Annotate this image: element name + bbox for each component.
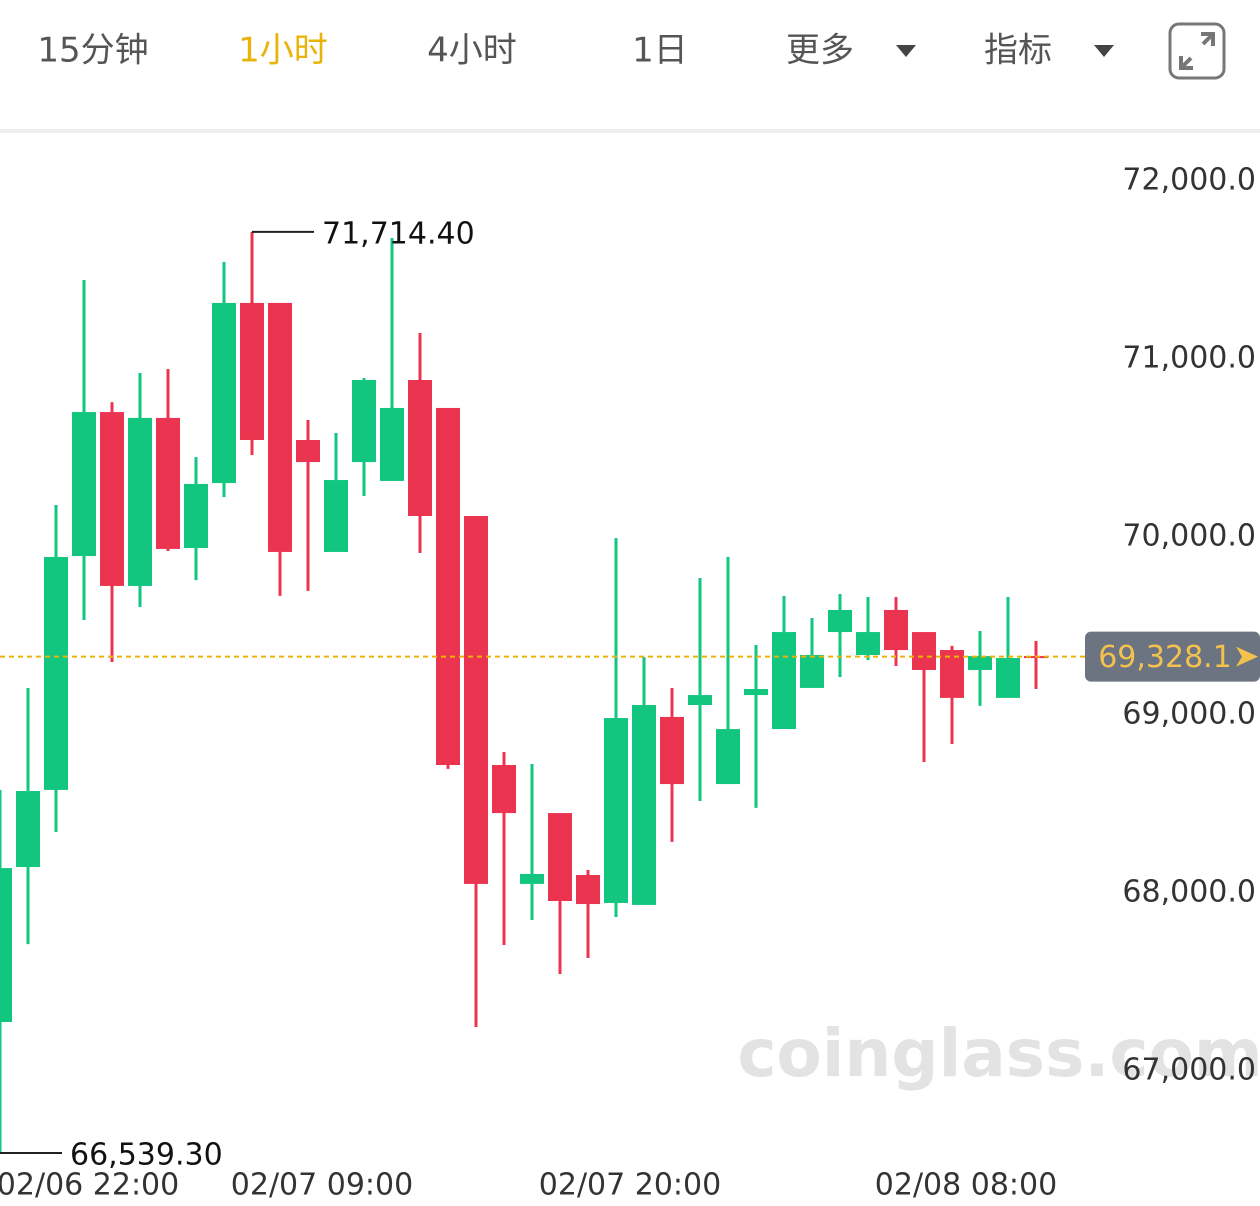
annotation-label: 66,539.30 xyxy=(70,1138,223,1173)
dropdown-arrow xyxy=(896,45,916,57)
last-price-arrow xyxy=(1236,646,1258,667)
candle-body xyxy=(0,868,12,1023)
candle-body xyxy=(352,380,376,463)
candle-body xyxy=(604,718,628,903)
candle-body xyxy=(660,716,684,785)
chart: 67,000.0 68,000.0 69,000.0 70,000.0 71,000.0… xyxy=(0,163,1260,1203)
candle-body xyxy=(856,632,880,656)
candle-body xyxy=(240,302,264,440)
candle-body xyxy=(884,609,908,651)
y-tick-label: 67,000.0 xyxy=(1122,1053,1256,1088)
candle-body xyxy=(268,302,292,552)
candle-body xyxy=(520,873,544,884)
candle-body xyxy=(464,515,488,884)
candle-body xyxy=(44,556,68,790)
candle-body xyxy=(324,480,348,552)
candle-body xyxy=(156,417,180,549)
candle-body xyxy=(772,632,796,730)
candle-body xyxy=(968,656,992,670)
candle-body xyxy=(800,655,824,688)
y-tick-label: 68,000.0 xyxy=(1122,875,1256,910)
candle-body xyxy=(184,483,208,549)
candle-body xyxy=(744,689,768,696)
y-tick-label: 72,000.0 xyxy=(1122,163,1256,198)
candle-body xyxy=(996,658,1020,698)
tab-divider xyxy=(0,129,1260,133)
y-tick-label: 71,000.0 xyxy=(1122,341,1256,376)
candle-body xyxy=(100,412,124,586)
candle-body xyxy=(632,705,656,905)
fullscreen-button[interactable] xyxy=(1168,22,1226,80)
candle-body xyxy=(296,439,320,463)
tab[interactable]: 4小时 xyxy=(427,31,517,71)
candle-body xyxy=(380,407,404,481)
candle-body xyxy=(828,609,852,633)
candle-body xyxy=(492,765,516,814)
x-tick-label: 02/08 08:00 xyxy=(875,1168,1057,1203)
candle-body xyxy=(72,412,96,557)
candle-body xyxy=(436,407,460,766)
last-price-label: 69,328.1 xyxy=(1098,640,1232,675)
x-tick-label: 02/07 09:00 xyxy=(231,1168,413,1203)
last-price-tag xyxy=(1085,631,1260,682)
watermark: coinglass.com xyxy=(737,1015,1260,1092)
annotation-label: 71,714.40 xyxy=(322,216,475,251)
candle-body xyxy=(940,650,964,698)
candle-body xyxy=(548,813,572,902)
candle-body xyxy=(912,632,936,670)
candle-body xyxy=(716,729,740,785)
candle-body xyxy=(128,417,152,586)
tab[interactable]: 15分钟 xyxy=(37,31,148,71)
candle-body xyxy=(688,695,712,706)
dropdown-arrow xyxy=(1094,45,1114,57)
x-tick-label: 02/06 22:00 xyxy=(0,1168,179,1203)
candle-body xyxy=(16,791,40,868)
y-tick-label: 69,000.0 xyxy=(1122,697,1256,732)
tab[interactable]: 指标 xyxy=(984,31,1052,71)
y-tick-label: 70,000.0 xyxy=(1122,519,1256,554)
tab[interactable]: 1日 xyxy=(632,31,688,71)
tab[interactable]: 1小时 xyxy=(238,31,328,71)
candle-body xyxy=(576,875,600,905)
candle-body xyxy=(212,302,236,484)
tab[interactable]: 更多 xyxy=(786,31,854,71)
x-tick-label: 02/07 20:00 xyxy=(539,1168,721,1203)
candle-body xyxy=(408,380,432,516)
